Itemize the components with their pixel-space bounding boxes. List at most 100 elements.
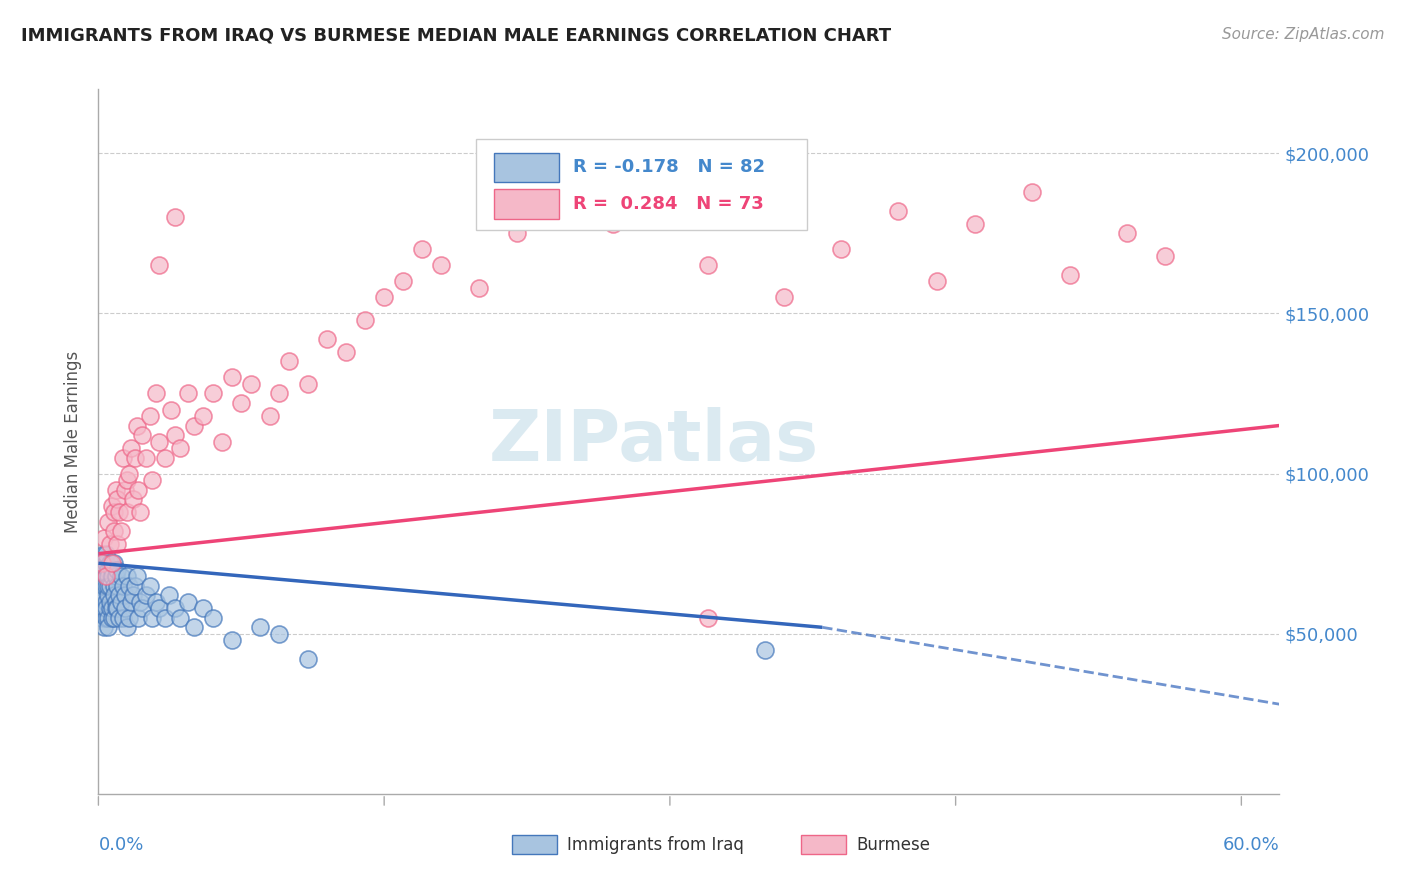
Point <box>94 569 117 583</box>
Point <box>163 211 186 225</box>
Point <box>148 601 170 615</box>
FancyBboxPatch shape <box>494 189 560 219</box>
Point <box>103 505 125 519</box>
Y-axis label: Median Male Earnings: Median Male Earnings <box>65 351 83 533</box>
Point <box>91 579 114 593</box>
Point <box>120 595 142 609</box>
Point <box>110 595 132 609</box>
Point <box>131 601 153 615</box>
Point <box>201 610 224 624</box>
Point <box>103 556 125 570</box>
Point <box>97 620 120 634</box>
Point <box>1116 227 1139 241</box>
Point <box>201 386 224 401</box>
Point <box>108 610 131 624</box>
Point <box>114 601 136 615</box>
Point <box>100 601 122 615</box>
Point <box>93 563 115 577</box>
Point <box>411 243 433 257</box>
Point <box>89 588 111 602</box>
Point <box>104 595 127 609</box>
Point <box>97 588 120 602</box>
Point <box>107 537 129 551</box>
Point <box>221 370 243 384</box>
Point <box>115 569 138 583</box>
Point <box>139 579 162 593</box>
Point <box>93 601 115 615</box>
Point <box>107 601 129 615</box>
Text: 0.0%: 0.0% <box>98 836 143 855</box>
Point <box>231 396 253 410</box>
Point <box>193 601 215 615</box>
Point <box>159 402 181 417</box>
Point <box>177 595 200 609</box>
FancyBboxPatch shape <box>477 138 807 230</box>
Point <box>658 211 681 225</box>
Point <box>110 569 132 583</box>
Point <box>129 505 152 519</box>
Point <box>107 563 129 577</box>
Point <box>94 595 117 609</box>
Text: Source: ZipAtlas.com: Source: ZipAtlas.com <box>1222 27 1385 42</box>
Point <box>112 610 135 624</box>
Point <box>392 274 415 288</box>
Point <box>127 610 149 624</box>
Point <box>354 313 377 327</box>
Point <box>97 563 120 577</box>
Point <box>91 595 114 609</box>
Point <box>239 376 262 391</box>
Point <box>269 386 291 401</box>
Point <box>697 259 720 273</box>
Point <box>100 610 122 624</box>
Point <box>93 588 115 602</box>
Point <box>697 610 720 624</box>
Point <box>94 547 117 561</box>
Point <box>114 483 136 497</box>
Point <box>506 227 529 241</box>
Point <box>103 579 125 593</box>
Point <box>100 563 122 577</box>
Point <box>121 588 143 602</box>
Point <box>830 243 852 257</box>
Point <box>104 483 127 497</box>
Point <box>183 418 205 433</box>
Point <box>91 556 114 570</box>
Point <box>211 434 233 449</box>
Point <box>107 492 129 507</box>
Text: 60.0%: 60.0% <box>1223 836 1279 855</box>
Point <box>98 601 121 615</box>
Point <box>115 620 138 634</box>
FancyBboxPatch shape <box>801 836 846 854</box>
Point <box>121 492 143 507</box>
Point <box>97 569 120 583</box>
Point <box>153 610 176 624</box>
Point <box>107 579 129 593</box>
Point <box>100 569 122 583</box>
Point <box>297 376 319 391</box>
Point <box>1059 268 1081 282</box>
Point <box>277 354 299 368</box>
Point <box>468 281 491 295</box>
Point <box>120 441 142 455</box>
Point <box>297 652 319 666</box>
Point <box>153 450 176 465</box>
Point <box>103 524 125 539</box>
Point <box>887 203 910 218</box>
Point <box>94 556 117 570</box>
Point <box>98 595 121 609</box>
Point <box>148 259 170 273</box>
Point <box>135 588 157 602</box>
Text: R = -0.178   N = 82: R = -0.178 N = 82 <box>574 159 765 177</box>
Point <box>139 409 162 423</box>
Point <box>89 563 111 577</box>
Point <box>114 588 136 602</box>
Point <box>94 601 117 615</box>
Point <box>110 524 132 539</box>
Point <box>141 473 163 487</box>
Point <box>925 274 948 288</box>
Point <box>193 409 215 423</box>
Point <box>124 450 146 465</box>
Text: IMMIGRANTS FROM IRAQ VS BURMESE MEDIAN MALE EARNINGS CORRELATION CHART: IMMIGRANTS FROM IRAQ VS BURMESE MEDIAN M… <box>21 27 891 45</box>
FancyBboxPatch shape <box>512 836 557 854</box>
Point <box>316 332 339 346</box>
